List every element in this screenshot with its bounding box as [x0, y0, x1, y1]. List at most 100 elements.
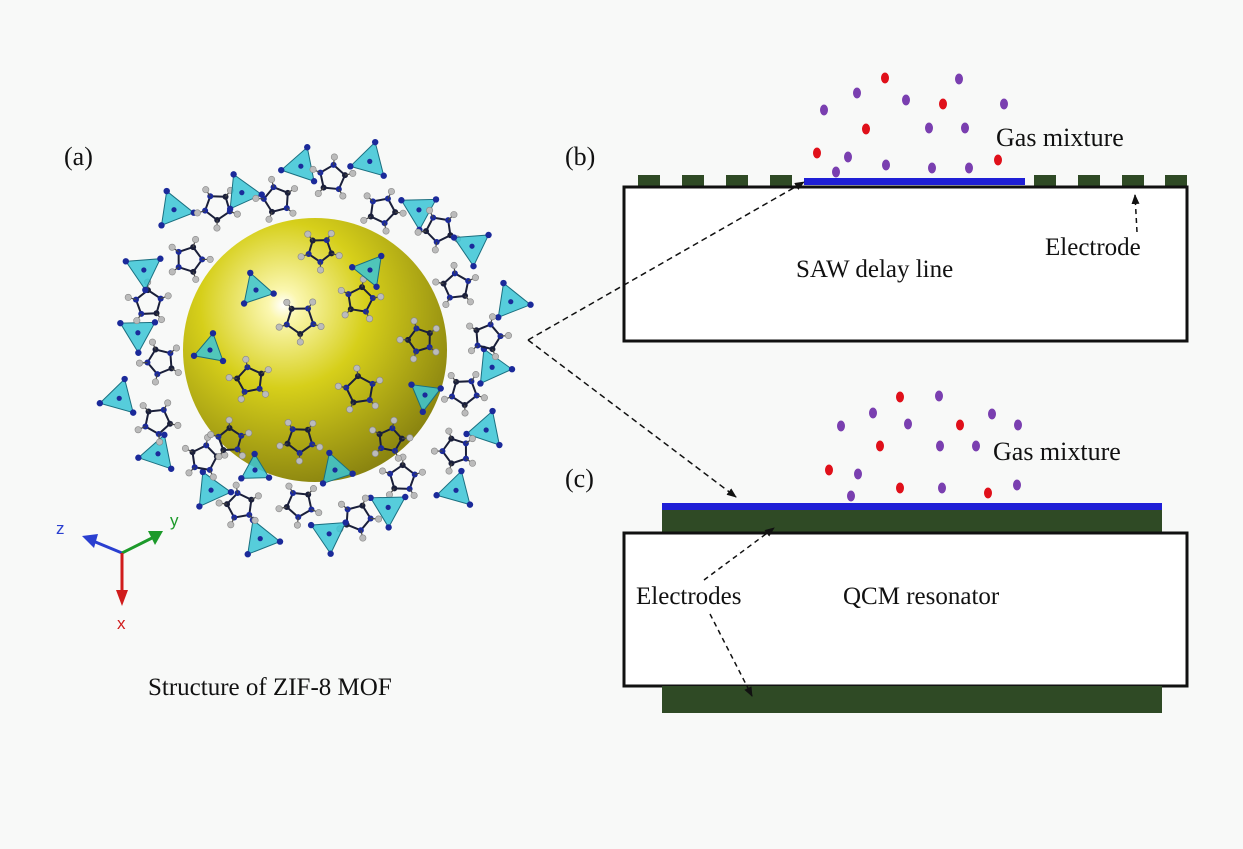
hydrogen-atom	[414, 228, 422, 236]
hydrogen-atom	[431, 246, 439, 254]
zn-tetrahedron	[119, 321, 156, 354]
hydrogen-atom	[387, 187, 395, 195]
hydrogen-atom	[377, 293, 385, 301]
zn-tetrahedron	[280, 146, 315, 182]
gas-molecule-purple	[961, 122, 969, 134]
zinc-atom	[116, 395, 122, 401]
hydrogen-atom	[335, 252, 343, 260]
hydrogen-atom	[363, 192, 371, 200]
nitrogen-atom	[466, 501, 474, 508]
hydrogen-atom	[291, 185, 299, 193]
zinc-atom	[332, 467, 338, 473]
hydrogen-atom	[426, 206, 434, 214]
nitrogen-atom	[485, 231, 492, 239]
zn-tetrahedron	[453, 234, 490, 268]
gas-molecule-purple	[844, 151, 852, 163]
zn-tetrahedron	[435, 470, 471, 506]
connector-arrow-to-qcm	[527, 339, 737, 498]
hydrogen-atom	[346, 405, 354, 413]
nitrogen-atom	[270, 290, 277, 297]
nitrogen-atom	[251, 450, 258, 458]
zinc-atom	[453, 487, 459, 493]
zn-tetrahedron	[310, 521, 347, 555]
zn-tetrahedron	[137, 433, 172, 470]
nitrogen-atom	[307, 521, 315, 529]
hydrogen-atom	[164, 399, 172, 407]
gas-molecule-red	[896, 391, 904, 403]
gas-molecule-purple	[972, 440, 980, 452]
z-axis-arrowhead	[82, 534, 98, 548]
y-axis	[121, 536, 153, 555]
saw-electrode	[726, 175, 748, 187]
gas-molecule-purple	[847, 490, 855, 502]
z-axis-label: z	[56, 519, 65, 538]
nitrogen-atom	[157, 255, 164, 262]
gas-molecule-purple	[882, 159, 890, 171]
hydrogen-atom	[261, 390, 269, 398]
nitrogen-atom	[408, 381, 415, 388]
zif8-structure	[96, 138, 534, 558]
hydrogen-atom	[237, 395, 245, 403]
nitrogen-atom	[342, 519, 349, 526]
hydrogen-atom	[245, 429, 253, 437]
hydrogen-atom	[468, 459, 476, 467]
hydrogen-atom	[310, 485, 318, 493]
hydrogen-atom	[418, 468, 426, 476]
gas-molecule-purple	[854, 468, 862, 480]
hydrogen-atom	[252, 194, 260, 202]
electrode-pointer-arrow	[1131, 194, 1140, 233]
gas-molecule-red	[896, 482, 904, 494]
gas-molecule-purple	[1000, 98, 1008, 110]
saw-electrode	[1165, 175, 1187, 187]
hydrogen-atom	[174, 369, 182, 377]
saw-electrode	[1078, 175, 1100, 187]
hydrogen-atom	[156, 438, 164, 446]
qcm-sensing-film	[662, 503, 1162, 510]
hydrogen-atom	[376, 376, 384, 384]
imidazolate-ring	[177, 245, 204, 274]
hydrogen-atom	[445, 427, 453, 435]
hydrogen-atom	[432, 278, 440, 286]
imidazolate-ring	[203, 195, 231, 222]
y-axis-label: y	[170, 511, 179, 530]
zn-tetrahedron	[243, 271, 275, 305]
zn-tetrahedron	[497, 282, 532, 319]
zn-tetrahedron	[247, 519, 281, 556]
nitrogen-atom	[190, 352, 198, 359]
hydrogen-atom	[447, 372, 455, 380]
gas-molecule-red	[956, 419, 964, 431]
saw-substrate	[622, 185, 1189, 343]
gas-molecule-purple	[853, 87, 861, 99]
nitrogen-atom	[378, 252, 385, 260]
hydrogen-atom	[450, 211, 458, 219]
hydrogen-atom	[285, 482, 293, 490]
zinc-atom	[385, 504, 391, 510]
hydrogen-atom	[309, 298, 317, 306]
hydrogen-atom	[172, 344, 180, 352]
hydrogen-atom	[264, 366, 272, 374]
nitrogen-atom	[470, 262, 477, 270]
nitrogen-atom	[226, 205, 234, 213]
mof-framework-front	[190, 230, 444, 487]
hydrogen-atom	[360, 216, 368, 224]
hydrogen-atom	[296, 338, 304, 346]
hydrogen-atom	[410, 355, 418, 363]
hydrogen-atom	[491, 353, 499, 361]
gas-molecule-red	[881, 72, 889, 84]
hydrogen-atom	[371, 450, 379, 458]
qcm-electrodes-label: Electrodes	[636, 583, 742, 610]
coordinate-axes: z y x	[56, 511, 179, 633]
nitrogen-atom	[196, 503, 203, 510]
hydrogen-atom	[232, 481, 240, 489]
zn-tetrahedron	[479, 348, 514, 385]
zn-tetrahedron	[240, 453, 270, 479]
saw-electrode	[1122, 175, 1144, 187]
nitrogen-atom	[489, 407, 496, 415]
hydrogen-atom	[192, 235, 200, 243]
zn-tetrahedron	[400, 198, 437, 231]
hydrogen-atom	[215, 453, 223, 461]
nitrogen-atom	[161, 431, 168, 439]
zn-tetrahedron	[124, 258, 162, 291]
gas-molecule-purple	[936, 440, 944, 452]
hydrogen-atom	[410, 491, 418, 499]
